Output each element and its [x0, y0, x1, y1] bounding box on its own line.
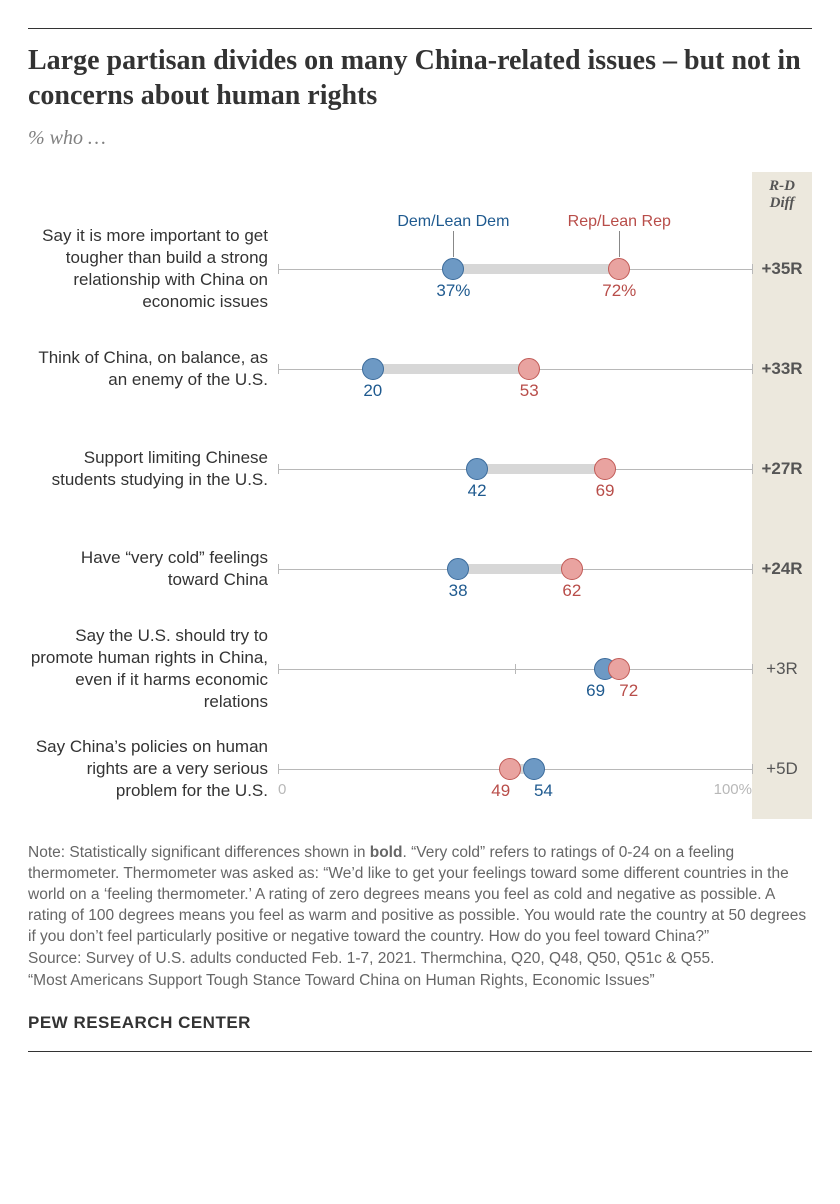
rep-dot	[608, 258, 630, 280]
dem-value: 69	[586, 681, 605, 701]
axis-tick	[752, 564, 753, 574]
rep-value: 49	[491, 781, 510, 801]
bottom-rule	[28, 1051, 812, 1052]
diff-value: +27R	[752, 419, 812, 519]
rep-value: 53	[520, 381, 539, 401]
row-label: Say it is more important to get tougher …	[28, 225, 278, 313]
diff-header: R-D Diff	[752, 172, 812, 219]
dem-dot	[523, 758, 545, 780]
axis-tick	[278, 764, 279, 774]
axis-tick	[278, 664, 279, 674]
chart-subtitle: % who …	[28, 127, 812, 150]
diff-value: +3R	[752, 619, 812, 719]
row-label: Say the U.S. should try to promote human…	[28, 625, 278, 713]
row-plot: 69 72	[278, 619, 752, 719]
report-text: “Most Americans Support Tough Stance Tow…	[28, 971, 812, 992]
connector-bar	[453, 264, 619, 274]
axis-zero-label: 0	[278, 781, 286, 798]
legend-dem: Dem/Lean Dem	[397, 213, 509, 231]
dem-value: 42	[468, 481, 487, 501]
connector-bar	[373, 364, 529, 374]
rep-value: 72%	[602, 281, 636, 301]
axis-tick	[752, 464, 753, 474]
axis-tick	[752, 364, 753, 374]
chart-area: Say it is more important to get tougher …	[28, 172, 812, 819]
note-text: Note: Statistically significant differen…	[28, 843, 812, 948]
diff-value: +35R	[752, 219, 812, 319]
rep-dot	[499, 758, 521, 780]
row-plot: 2053	[278, 319, 752, 419]
row-label: Support limiting Chinese students studyi…	[28, 447, 278, 491]
legend-rep: Rep/Lean Rep	[568, 213, 671, 231]
row-plot: 37%72%Dem/Lean DemRep/Lean Rep	[278, 219, 752, 319]
axis-tick	[278, 364, 279, 374]
chart-title: Large partisan divides on many China-rel…	[28, 43, 812, 113]
diff-value: +5D	[752, 719, 812, 819]
row-plot: 42 69	[278, 419, 752, 519]
rep-dot	[594, 458, 616, 480]
rep-dot	[608, 658, 630, 680]
diff-column: R-D Diff +35R+33R+27R+24R+3R+5D	[752, 172, 812, 819]
dem-value: 38	[449, 581, 468, 601]
axis-tick	[515, 664, 516, 674]
rep-value: 69	[596, 481, 615, 501]
source-text: Source: Survey of U.S. adults conducted …	[28, 949, 812, 970]
axis-tick	[752, 264, 753, 274]
diff-value: +33R	[752, 319, 812, 419]
axis-tick	[278, 464, 279, 474]
legend-dem-line	[453, 231, 454, 257]
diff-header-l1: R-D	[769, 178, 795, 194]
footer-logo: PEW RESEARCH CENTER	[28, 1013, 812, 1033]
rep-value: 72	[619, 681, 638, 701]
chart-row: Support limiting Chinese students studyi…	[28, 419, 752, 519]
chart-row: Say China’s policies on human rights are…	[28, 719, 752, 819]
diff-header-l2: Diff	[770, 195, 795, 211]
diff-value: +24R	[752, 519, 812, 619]
rows-column: Say it is more important to get tougher …	[28, 172, 752, 819]
connector-bar	[458, 564, 572, 574]
axis-hundred-label: 100%	[714, 781, 752, 798]
chart-row: Have “very cold” feelings toward China38…	[28, 519, 752, 619]
axis-tick	[278, 564, 279, 574]
chart-row: Say it is more important to get tougher …	[28, 219, 752, 319]
rep-value: 62	[562, 581, 581, 601]
chart-row: Think of China, on balance, as an enemy …	[28, 319, 752, 419]
rep-dot	[561, 558, 583, 580]
dem-dot	[466, 458, 488, 480]
chart-row: Say the U.S. should try to promote human…	[28, 619, 752, 719]
dem-dot	[442, 258, 464, 280]
connector-bar	[477, 464, 605, 474]
axis-tick	[752, 664, 753, 674]
axis-tick	[752, 764, 753, 774]
row-plot: 54 49 0 100%	[278, 719, 752, 819]
dem-value: 20	[363, 381, 382, 401]
dem-value: 54	[534, 781, 553, 801]
row-label: Have “very cold” feelings toward China	[28, 547, 278, 591]
axis-tick	[278, 264, 279, 274]
row-label: Say China’s policies on human rights are…	[28, 736, 278, 802]
notes-block: Note: Statistically significant differen…	[28, 843, 812, 991]
dem-dot	[447, 558, 469, 580]
dem-value: 37%	[436, 281, 470, 301]
rep-dot	[518, 358, 540, 380]
row-plot: 38 62	[278, 519, 752, 619]
dem-dot	[362, 358, 384, 380]
legend-rep-line	[619, 231, 620, 257]
row-label: Think of China, on balance, as an enemy …	[28, 347, 278, 391]
